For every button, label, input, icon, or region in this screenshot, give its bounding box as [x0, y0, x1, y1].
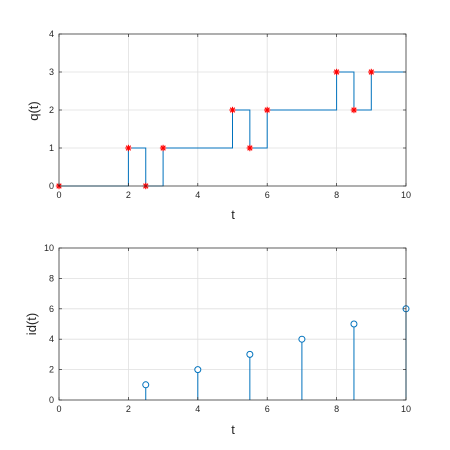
q-x-tick-label: 0	[56, 190, 61, 200]
q-y-tick-label: 0	[49, 181, 54, 191]
q-y-axis-label: q(t)	[26, 101, 41, 121]
q-asterisk-marker	[368, 68, 375, 76]
q-x-tick-label: 6	[265, 190, 270, 200]
id-axes-box	[58, 247, 407, 401]
id-stem-marker	[298, 335, 306, 343]
q-x-axis-label: t	[231, 207, 235, 222]
id-x-tick-label: 6	[265, 404, 270, 414]
id-stem-marker	[142, 381, 150, 389]
id-y-tick-label: 0	[49, 395, 54, 405]
id-y-tick-label: 4	[49, 334, 54, 344]
q-marker-stroke-d2	[160, 145, 166, 151]
q-series	[59, 71, 406, 187]
id-stem	[142, 381, 150, 400]
id-x-tick-label: 10	[401, 404, 411, 414]
q-asterisk-marker	[159, 144, 167, 152]
id-stem	[246, 350, 254, 400]
q-y-ticks: 0 1 2 3 4	[49, 29, 406, 191]
q-x-tick-label: 4	[195, 190, 200, 200]
id-frame	[58, 247, 407, 401]
q-marker-stroke-d2	[351, 107, 357, 113]
q-chart: 0 2 4 6 8 10 0 1 2 3 4 t q(t)	[26, 29, 411, 222]
q-asterisk-marker	[264, 106, 271, 114]
id-x-tick-label: 2	[126, 404, 131, 414]
q-asterisk-marker	[125, 144, 132, 152]
q-x-tick-label: 8	[334, 190, 339, 200]
id-x-tick-label: 4	[195, 404, 200, 414]
q-x-tick-label: 2	[126, 190, 131, 200]
id-x-tick-label: 8	[334, 404, 339, 414]
q-y-tick-label: 2	[49, 105, 54, 115]
id-stem-marker	[194, 366, 202, 374]
q-marker-stroke-d2	[229, 107, 236, 113]
id-x-axis-label: t	[231, 422, 235, 437]
id-y-tick-label: 8	[49, 273, 54, 283]
id-y-ticks: 0 2 4 6 8 10	[44, 243, 406, 405]
q-marker-stroke-d2	[264, 107, 270, 113]
q-asterisk-marker	[229, 106, 236, 114]
q-asterisk-marker	[246, 144, 254, 152]
q-y-tick-label: 3	[49, 67, 54, 77]
id-x-ticks: 0 2 4 6 8 10	[56, 248, 411, 414]
q-y-tick-label: 1	[49, 143, 54, 153]
id-x-tick-label: 0	[56, 404, 61, 414]
q-marker-stroke-d2	[125, 145, 132, 151]
id-stem	[194, 366, 202, 400]
q-marker-stroke-d2	[368, 69, 374, 75]
q-asterisk-marker	[333, 68, 340, 76]
id-stem-marker	[350, 320, 358, 328]
id-y-tick-label: 6	[49, 304, 54, 314]
id-stem-marker	[246, 350, 254, 358]
id-y-axis-label: id(t)	[24, 313, 39, 335]
q-x-tick-label: 10	[401, 190, 411, 200]
id-stem	[350, 320, 358, 400]
q-step-line	[59, 71, 406, 187]
id-stem	[298, 335, 306, 400]
q-marker-stroke-d2	[333, 69, 340, 75]
id-y-tick-label: 2	[49, 365, 54, 375]
id-chart: 0 2 4 6 8 10 0 2 4 6 8 10 t id(t)	[24, 243, 411, 437]
q-x-ticks: 0 2 4 6 8 10	[56, 34, 411, 200]
q-asterisk-marker	[350, 106, 358, 114]
id-y-tick-label: 10	[44, 243, 54, 253]
q-marker-stroke-d2	[247, 145, 253, 151]
q-y-tick-label: 4	[49, 29, 54, 39]
